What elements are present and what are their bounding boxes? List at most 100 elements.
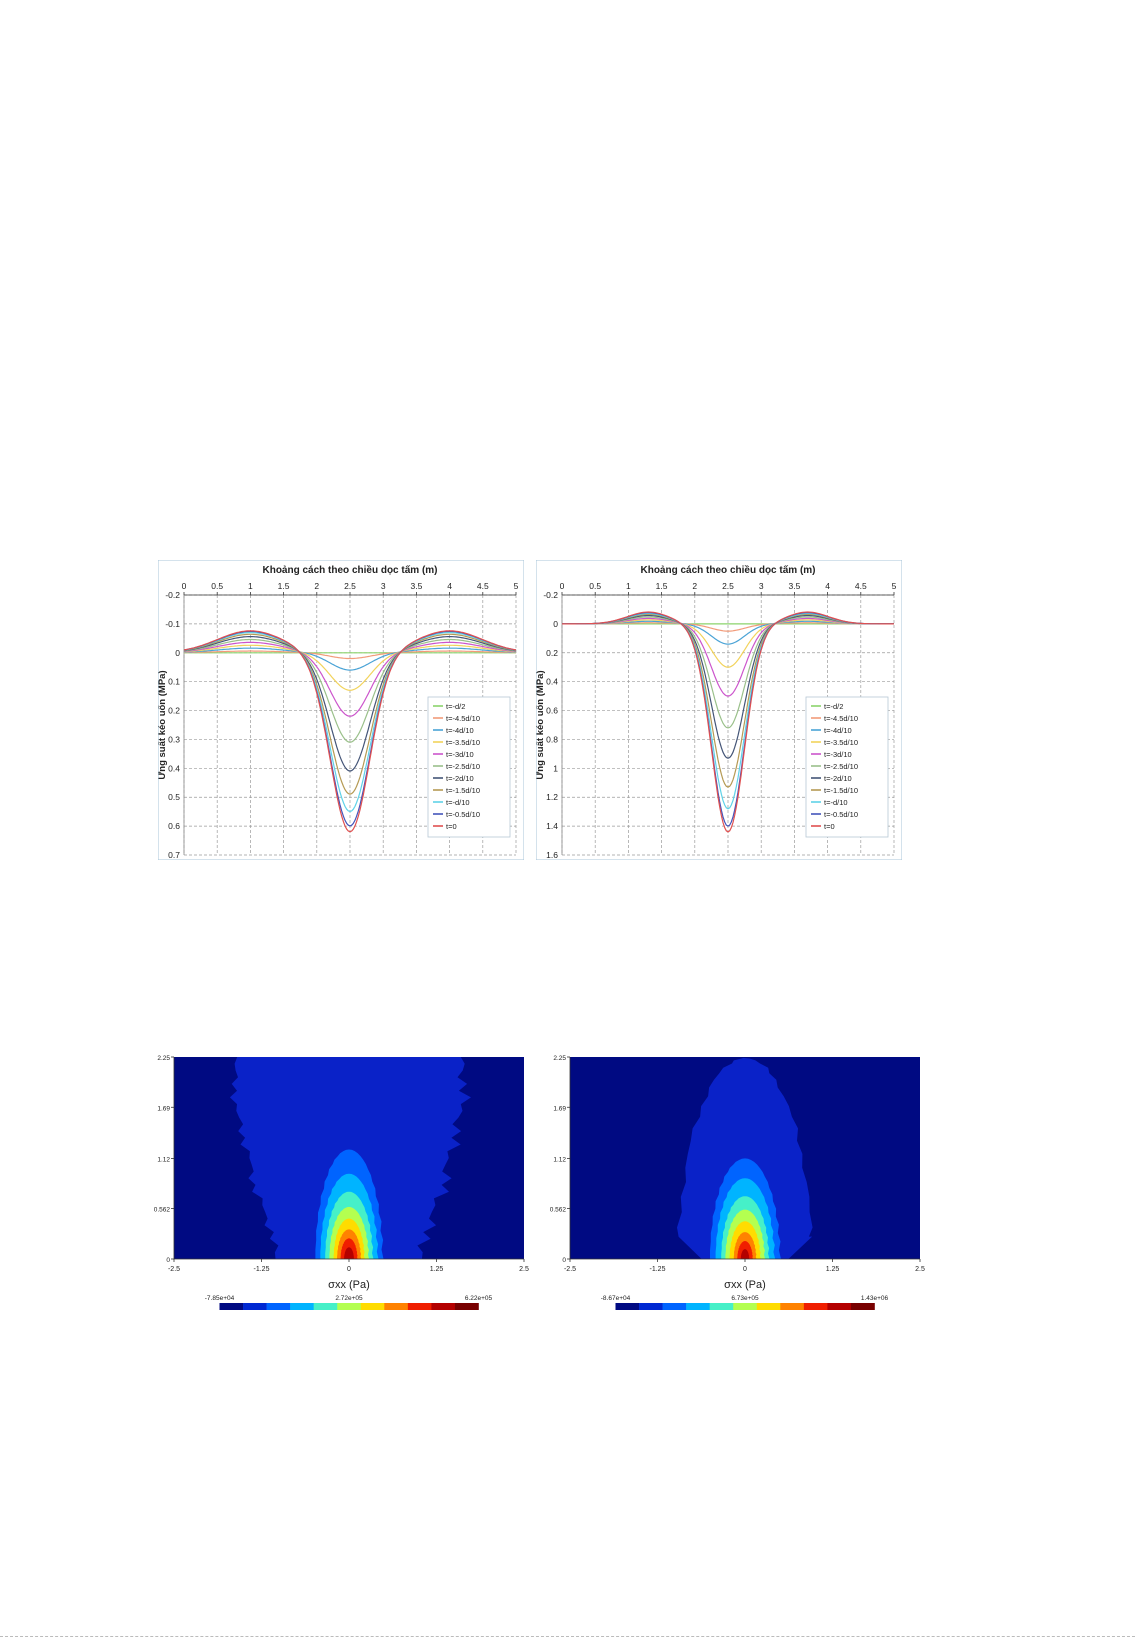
x-tick-label: 1.25	[430, 1266, 444, 1273]
colorbar-swatch	[243, 1303, 267, 1310]
contour-plot-left: 0 0.562 1.12 1.69 2.25 -2.5 -1.25 0 1.25 2.5 σxx (…	[150, 1045, 530, 1325]
chart-title: Khoảng cách theo chiều dọc tấm (m)	[640, 564, 815, 576]
legend-entry: t=-0.5d/10	[446, 810, 480, 819]
x-tick-label: 0	[347, 1266, 351, 1273]
contour-field	[174, 1057, 524, 1259]
colorbar-swatch	[615, 1303, 640, 1310]
legend-entry: t=-4.5d/10	[824, 714, 858, 723]
contour-plot-svg-3: 0 0.562 1.12 1.69 2.25 -2.5 -1.25 0 1.25 2.5 σxx (…	[550, 1055, 925, 1310]
line-chart-right: Khoảng cách theo chiều dọc tấm (m) 0 0.5 1 1…	[536, 560, 902, 860]
x-tick-label: -1.25	[254, 1266, 270, 1273]
x-tick-label: 0.5	[589, 581, 601, 591]
x-tick-label: 3.5	[410, 581, 422, 591]
colorbar-swatch	[266, 1303, 291, 1310]
x-tick-label: 3.5	[788, 581, 800, 591]
y-tick-label: 0	[562, 1257, 566, 1264]
contour-level	[740, 1249, 750, 1259]
y-tick-label: 0.4	[168, 763, 180, 773]
legend-entry: t=-d/10	[446, 798, 470, 807]
colorbar-swatch	[733, 1303, 758, 1310]
x-tick-label: 1.25	[826, 1266, 840, 1273]
line-chart-left: Khoảng cách theo chiều dọc tấm (m) 0 0.5 1 1…	[158, 560, 524, 860]
x-tick-label: 5	[892, 581, 897, 591]
y-tick-label: 0.6	[168, 821, 180, 831]
series-line	[183, 650, 517, 660]
x-tick-label: 4	[825, 581, 830, 591]
colorbar-swatch	[850, 1303, 875, 1310]
colorbar-max-label: 6.22e+05	[465, 1295, 493, 1302]
x-tick-label: 2	[314, 581, 319, 591]
legend-entry: t=-4d/10	[446, 726, 474, 735]
y-tick-label: -0.2	[543, 590, 558, 600]
chart-title: Khoảng cách theo chiều dọc tấm (m)	[262, 564, 437, 576]
x-tick-label: 3	[381, 581, 386, 591]
x-axis-label: σxx (Pa)	[724, 1279, 766, 1291]
y-tick-label: 1.69	[157, 1105, 170, 1112]
legend-entry: t=-0.5d/10	[824, 810, 858, 819]
x-tick-label: 2.5	[519, 1266, 529, 1273]
x-tick-label: 2.5	[915, 1266, 925, 1273]
y-tick-label: 1.12	[553, 1156, 566, 1163]
legend-entry: t=-2d/10	[824, 774, 852, 783]
series-line	[183, 641, 517, 717]
x-tick-label: 4.5	[855, 581, 867, 591]
y-tick-label: 1.2	[546, 792, 558, 802]
line-chart-svg-0: Khoảng cách theo chiều dọc tấm (m) 0 0.5 1 1…	[158, 560, 524, 860]
series-line	[183, 647, 517, 671]
y-tick-label: 2.25	[157, 1055, 170, 1062]
y-tick-label: 0.562	[550, 1207, 567, 1214]
y-tick-label: -0.2	[165, 590, 180, 600]
y-tick-label: 0.2	[546, 648, 558, 658]
colorbar-min-label: -7.85e+04	[205, 1295, 235, 1302]
colorbar-mid-label: 6.73e+05	[731, 1295, 759, 1302]
colorbar-mid-label: 2.72e+05	[335, 1295, 363, 1302]
colorbar-swatch	[384, 1303, 409, 1310]
colorbar-swatch	[803, 1303, 828, 1310]
series-line	[183, 636, 517, 772]
x-tick-label: 5	[514, 581, 519, 591]
contour-plot-right: 0 0.562 1.12 1.69 2.25 -2.5 -1.25 0 1.25 2.5 σxx (…	[546, 1045, 926, 1325]
x-tick-label: 4	[447, 581, 452, 591]
colorbar-min-label: -8.67e+04	[601, 1295, 631, 1302]
colorbar-swatch	[639, 1303, 663, 1310]
y-tick-label: 0	[166, 1257, 170, 1264]
legend-entry: t=-2.5d/10	[446, 762, 480, 771]
x-tick-label: 3	[759, 581, 764, 591]
legend-entry: t=-3d/10	[824, 750, 852, 759]
colorbar-swatch	[290, 1303, 314, 1310]
series-line	[183, 644, 517, 691]
y-tick-label: 1	[553, 763, 558, 773]
y-tick-label: 0	[553, 619, 558, 629]
legend-entry: t=-4d/10	[824, 726, 852, 735]
legend-entry: t=-3d/10	[446, 750, 474, 759]
y-tick-label: -0.1	[165, 619, 180, 629]
colorbar-swatch	[709, 1303, 734, 1310]
series-line	[562, 611, 894, 833]
colorbar-swatch	[827, 1303, 852, 1310]
legend-entry: t=-3.5d/10	[824, 738, 858, 747]
colorbar-swatch	[219, 1303, 244, 1310]
x-tick-label: 0	[182, 581, 187, 591]
legend-entry: t=-1.5d/10	[446, 786, 480, 795]
legend-entry: t=-2.5d/10	[824, 762, 858, 771]
legend-entry: t=-d/10	[824, 798, 848, 807]
legend-entry: t=0	[446, 822, 457, 831]
colorbar-swatch	[686, 1303, 710, 1310]
x-tick-label: 1.5	[656, 581, 668, 591]
series-line	[183, 632, 517, 813]
colorbar-swatch	[662, 1303, 687, 1310]
series-line	[183, 630, 517, 833]
contour-field	[570, 1057, 920, 1259]
legend-entry: t=0	[824, 822, 835, 831]
x-tick-label: 2	[692, 581, 697, 591]
x-tick-label: 0	[560, 581, 565, 591]
x-tick-label: 1	[248, 581, 253, 591]
x-tick-label: 4.5	[477, 581, 489, 591]
y-tick-label: 0.1	[168, 677, 180, 687]
colorbar-swatch	[360, 1303, 385, 1310]
x-tick-label: 2.5	[722, 581, 734, 591]
x-axis-label: σxx (Pa)	[328, 1279, 370, 1291]
colorbar-swatch	[780, 1303, 805, 1310]
y-tick-label: 0.7	[168, 850, 180, 860]
contour-level	[344, 1247, 354, 1259]
